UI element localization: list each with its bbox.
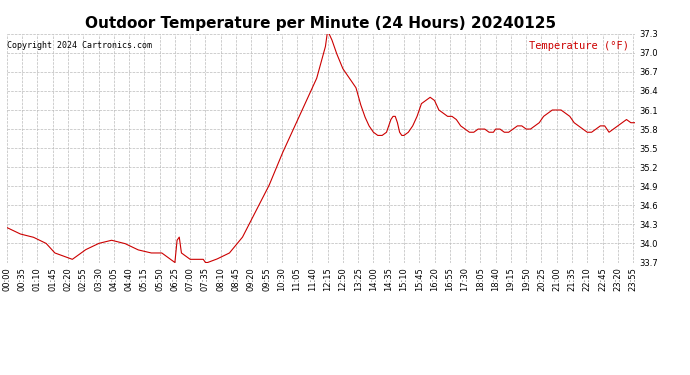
- Title: Outdoor Temperature per Minute (24 Hours) 20240125: Outdoor Temperature per Minute (24 Hours…: [86, 16, 556, 31]
- Text: Copyright 2024 Cartronics.com: Copyright 2024 Cartronics.com: [7, 40, 152, 50]
- Text: Temperature (°F): Temperature (°F): [529, 40, 629, 51]
